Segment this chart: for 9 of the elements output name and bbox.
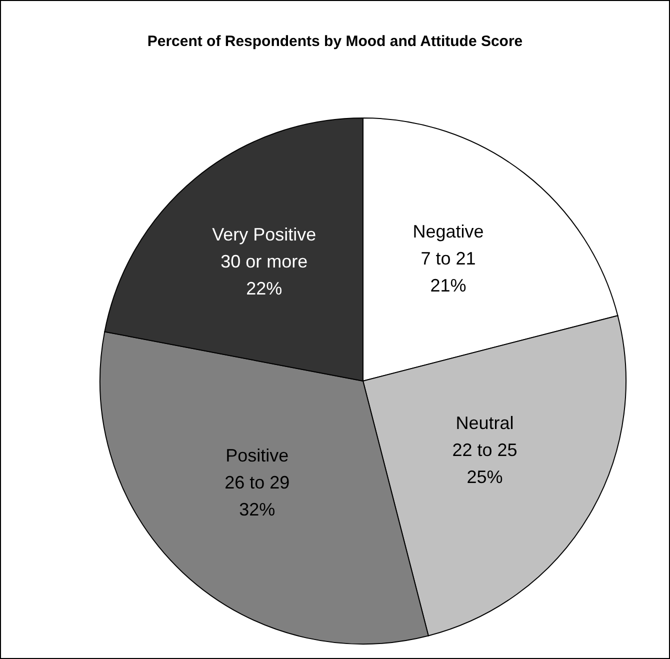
chart-title: Percent of Respondents by Mood and Attitude Score: [147, 33, 523, 50]
slice-label: Very Positive 30 or more: [212, 224, 316, 272]
data-label: 22%: [246, 278, 282, 298]
slice-label: Neutral 22 to 25: [452, 412, 518, 460]
slice-label: Positive 26 to 29: [224, 445, 290, 492]
data-label: 25%: [466, 466, 503, 487]
data-label: 21%: [430, 275, 466, 296]
data-label: 32%: [239, 499, 276, 520]
slice-label: Negative 7 to 21: [412, 221, 484, 268]
